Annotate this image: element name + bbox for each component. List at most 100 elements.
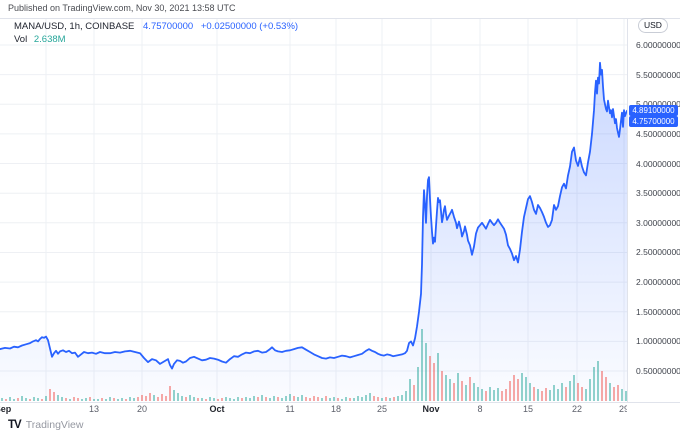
volume-bar bbox=[429, 356, 431, 401]
volume-bar bbox=[517, 379, 519, 401]
currency-toggle-badge[interactable]: USD bbox=[638, 18, 668, 33]
volume-bar bbox=[189, 395, 191, 401]
volume-bar bbox=[309, 398, 311, 401]
volume-bar bbox=[597, 361, 599, 401]
price-axis-divider bbox=[627, 18, 628, 402]
volume-bar bbox=[177, 393, 179, 401]
volume-bar bbox=[57, 395, 59, 401]
volume-bar bbox=[241, 398, 243, 401]
volume-bar bbox=[381, 398, 383, 401]
volume-bar bbox=[217, 399, 219, 401]
volume-bar bbox=[609, 383, 611, 401]
volume-bar bbox=[441, 371, 443, 401]
price-tick-label: 5.50000000 bbox=[636, 69, 680, 80]
last-price-badge: 4.89100000 bbox=[629, 105, 678, 117]
volume-bar bbox=[201, 398, 203, 401]
volume-bar bbox=[185, 397, 187, 401]
price-tick-label: 3.50000000 bbox=[636, 188, 680, 199]
volume-bar bbox=[249, 398, 251, 401]
volume-bar bbox=[149, 393, 151, 401]
volume-bar bbox=[161, 394, 163, 401]
price-tick-label: 6.00000000 bbox=[636, 40, 680, 50]
volume-bar bbox=[417, 367, 419, 401]
header-divider bbox=[0, 18, 680, 19]
volume-bar bbox=[321, 398, 323, 401]
time-tick-label: 15 bbox=[522, 404, 534, 414]
volume-bar bbox=[301, 395, 303, 401]
volume-bar bbox=[209, 397, 211, 401]
time-tick-month-label: Oct bbox=[209, 404, 225, 414]
volume-bar bbox=[77, 398, 79, 401]
volume-bar bbox=[605, 377, 607, 401]
volume-bar bbox=[409, 379, 411, 401]
volume-bar bbox=[117, 399, 119, 401]
volume-bar bbox=[221, 398, 223, 401]
volume-bar bbox=[329, 398, 331, 401]
chart-legend: MANA/USD, 1h, COINBASE 4.75700000 +0.025… bbox=[14, 21, 298, 46]
volume-bar bbox=[529, 383, 531, 401]
volume-bar bbox=[465, 385, 467, 401]
volume-bar bbox=[413, 385, 415, 401]
last-price-value: 4.75700000 bbox=[143, 21, 194, 32]
volume-bar bbox=[213, 398, 215, 401]
volume-bar bbox=[141, 395, 143, 401]
volume-bar bbox=[85, 398, 87, 401]
volume-bar bbox=[145, 396, 147, 401]
volume-bar bbox=[613, 387, 615, 401]
volume-bar bbox=[357, 396, 359, 401]
volume-bar bbox=[237, 397, 239, 401]
time-tick-label: 25 bbox=[376, 404, 388, 414]
footer-brand[interactable]: TV TradingView bbox=[8, 419, 83, 431]
volume-bar bbox=[165, 396, 167, 401]
volume-bar bbox=[73, 397, 75, 401]
volume-bar bbox=[573, 375, 575, 401]
price-tick-label: 2.00000000 bbox=[636, 277, 680, 288]
volume-bar bbox=[549, 390, 551, 401]
legend-symbol-row: MANA/USD, 1h, COINBASE 4.75700000 +0.025… bbox=[14, 21, 298, 33]
published-caption: Published on TradingView.com, Nov 30, 20… bbox=[8, 3, 236, 13]
volume-bar bbox=[453, 383, 455, 401]
price-tick-label: 4.00000000 bbox=[636, 158, 680, 169]
volume-bar bbox=[405, 391, 407, 401]
volume-bar bbox=[361, 397, 363, 401]
volume-bar bbox=[385, 397, 387, 401]
price-tick-label: 0.50000000 bbox=[636, 366, 680, 376]
volume-bar bbox=[457, 373, 459, 401]
volume-bar bbox=[277, 397, 279, 401]
volume-bar bbox=[53, 392, 55, 401]
volume-bar bbox=[561, 383, 563, 401]
volume-bar bbox=[317, 397, 319, 401]
price-tick-label: 4.50000000 bbox=[636, 128, 680, 139]
time-axis[interactable]: Sep 13 20 Oct 11 18 25 Nov 8 15 22 29 bbox=[0, 403, 627, 416]
volume-bar bbox=[105, 399, 107, 401]
volume-bar bbox=[305, 397, 307, 401]
volume-bar bbox=[9, 397, 11, 401]
volume-bar bbox=[37, 398, 39, 401]
time-tick-label: 20 bbox=[136, 404, 148, 414]
volume-bar bbox=[373, 396, 375, 401]
volume-bar bbox=[297, 397, 299, 401]
volume-bar bbox=[445, 375, 447, 401]
volume-bar bbox=[69, 399, 71, 401]
volume-bar bbox=[377, 397, 379, 401]
volume-bar bbox=[525, 377, 527, 401]
tradingview-logo-icon: TV bbox=[8, 419, 22, 431]
price-tick-label: 2.50000000 bbox=[636, 247, 680, 258]
price-change-value: +0.02500000 (+0.53%) bbox=[200, 21, 299, 32]
volume-bar bbox=[625, 391, 627, 401]
volume-bar bbox=[13, 399, 15, 401]
volume-bar bbox=[397, 396, 399, 401]
volume-bar bbox=[437, 353, 439, 401]
volume-bar bbox=[289, 394, 291, 401]
volume-bar bbox=[337, 398, 339, 401]
volume-bar bbox=[153, 395, 155, 401]
volume-bar bbox=[345, 397, 347, 401]
time-tick-month-label: Sep bbox=[0, 404, 12, 414]
volume-bar bbox=[513, 375, 515, 401]
volume-bar bbox=[1, 398, 3, 401]
volume-bar bbox=[133, 398, 135, 401]
time-tick-label: 22 bbox=[571, 404, 583, 414]
time-tick-label: 8 bbox=[477, 404, 483, 414]
volume-bar bbox=[113, 398, 115, 401]
